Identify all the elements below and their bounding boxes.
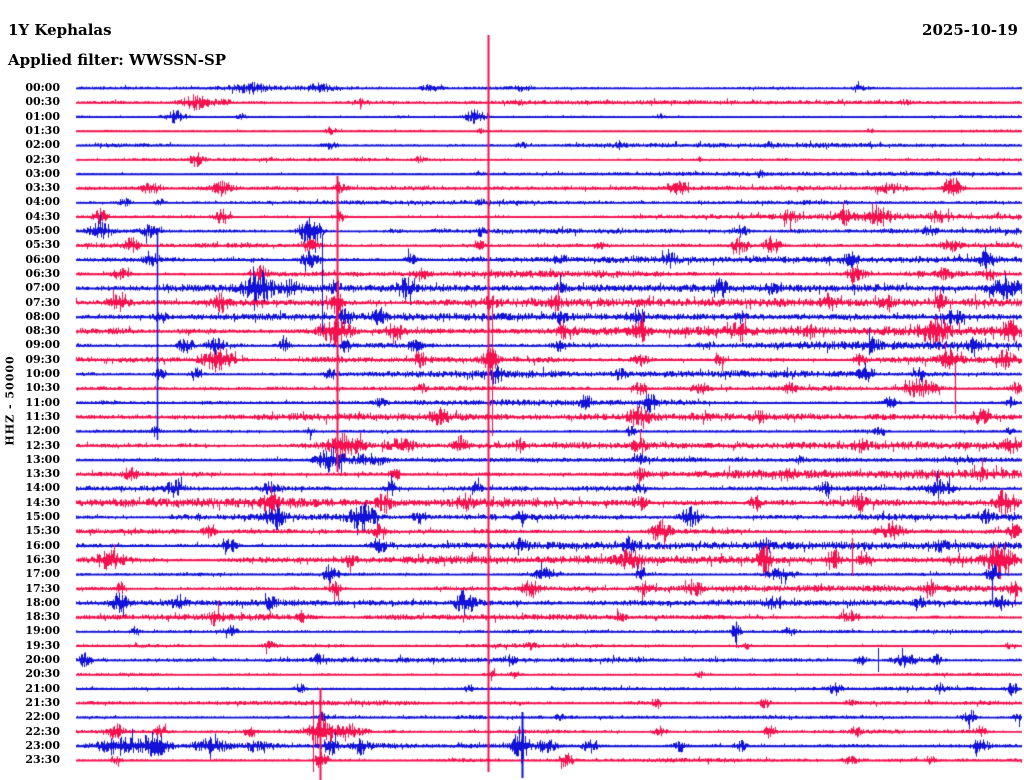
- time-label: 03:30: [25, 181, 60, 195]
- time-label: 09:30: [25, 352, 60, 366]
- time-label: 10:00: [25, 367, 60, 380]
- time-label: 14:30: [25, 495, 60, 509]
- time-label: 12:30: [25, 438, 60, 452]
- time-label: 08:30: [25, 324, 60, 338]
- time-label: 18:30: [25, 610, 60, 624]
- time-label: 23:30: [25, 753, 60, 767]
- time-label: 18:00: [25, 595, 60, 609]
- time-label: 23:00: [25, 738, 60, 752]
- time-label: 10:30: [25, 381, 60, 395]
- time-label: 11:00: [25, 395, 60, 409]
- time-label: 21:30: [25, 695, 60, 709]
- time-label: 16:00: [25, 538, 60, 552]
- time-label: 00:00: [25, 81, 60, 94]
- time-label: 05:00: [25, 224, 60, 237]
- time-label: 02:00: [25, 138, 60, 152]
- time-label: 03:00: [25, 166, 60, 180]
- time-label: 19:00: [25, 624, 60, 638]
- time-label: 06:00: [25, 252, 60, 266]
- time-label: 04:00: [25, 195, 60, 209]
- time-label: 14:00: [25, 481, 60, 495]
- time-label: 05:30: [25, 238, 60, 252]
- time-label: 22:00: [25, 710, 60, 724]
- time-label: 12:00: [25, 424, 60, 438]
- time-label: 20:00: [25, 653, 60, 666]
- time-label: 04:30: [25, 209, 60, 223]
- time-label: 15:00: [25, 510, 60, 523]
- applied-filter-label: Applied filter: WWSSN-SP: [8, 51, 227, 69]
- time-label: 06:30: [25, 266, 60, 280]
- time-label: 11:30: [25, 409, 60, 423]
- time-label: 13:00: [25, 452, 60, 466]
- time-label: 09:00: [25, 338, 60, 352]
- time-label: 01:30: [25, 123, 60, 137]
- time-label: 01:00: [25, 109, 60, 123]
- time-label: 22:30: [25, 724, 60, 738]
- time-label: 16:30: [25, 552, 60, 566]
- date-label: 2025-10-19: [922, 21, 1018, 39]
- time-label: 13:30: [25, 467, 60, 481]
- time-label: 17:30: [25, 581, 60, 595]
- time-label: 19:30: [25, 638, 60, 652]
- time-label: 20:30: [25, 667, 60, 681]
- station-title: 1Y Kephalas: [8, 21, 112, 39]
- time-label: 00:30: [25, 95, 60, 109]
- time-label: 17:00: [25, 567, 60, 581]
- time-label: 15:30: [25, 524, 60, 538]
- time-label: 07:00: [25, 281, 60, 295]
- time-label: 21:00: [25, 681, 60, 695]
- time-label: 02:30: [25, 152, 60, 166]
- time-label: 07:30: [25, 295, 60, 309]
- time-label: 08:00: [25, 309, 60, 323]
